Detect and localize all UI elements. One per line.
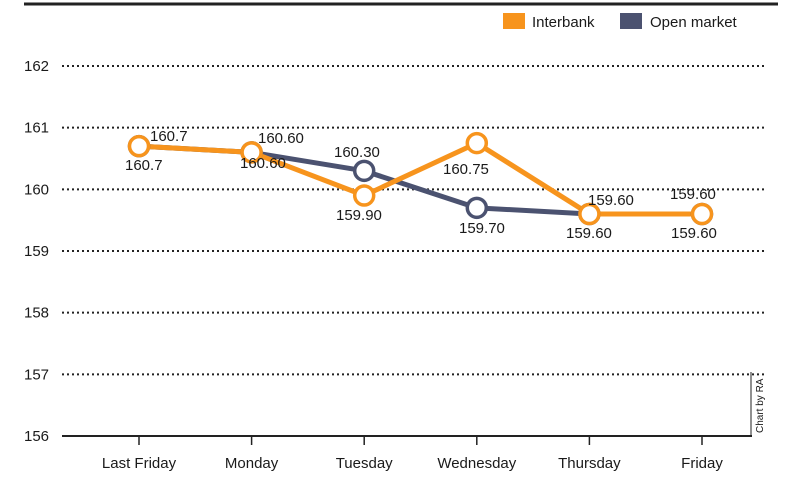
point-open-market bbox=[352, 159, 376, 183]
y-tick-label: 162 bbox=[24, 58, 49, 75]
data-label-interbank: 159.90 bbox=[336, 207, 382, 224]
x-tick-label: Last Friday bbox=[102, 455, 177, 472]
legend-swatch-interbank bbox=[503, 13, 525, 29]
data-label-interbank: 160.75 bbox=[443, 161, 489, 178]
y-tick-label: 158 bbox=[24, 305, 49, 322]
x-tick-label: Friday bbox=[681, 455, 723, 472]
y-tick-label: 159 bbox=[24, 243, 49, 260]
point-interbank bbox=[578, 202, 601, 226]
data-label-open-market: 159.70 bbox=[459, 220, 505, 237]
data-label-interbank: 159.60 bbox=[566, 225, 612, 242]
data-label-interbank: 160.7 bbox=[125, 157, 163, 174]
data-label-open-market: 160.7 bbox=[150, 128, 188, 145]
data-label-open-market: 159.60 bbox=[670, 186, 716, 203]
x-tick-label: Wednesday bbox=[437, 455, 516, 472]
point-interbank bbox=[352, 184, 376, 207]
credit: Chart by RA bbox=[750, 372, 766, 436]
data-label-interbank: 160.60 bbox=[240, 155, 286, 172]
y-tick-label: 161 bbox=[24, 120, 49, 137]
point-interbank bbox=[465, 131, 489, 155]
legend-label-open-market: Open market bbox=[650, 14, 738, 31]
data-label-open-market: 160.30 bbox=[334, 144, 380, 161]
point-interbank bbox=[240, 141, 263, 164]
data-label-open-market: 159.60 bbox=[588, 192, 634, 209]
y-tick-label: 156 bbox=[24, 428, 49, 445]
series-line-interbank bbox=[138, 140, 702, 217]
x-tick-label: Tuesday bbox=[336, 455, 393, 472]
x-tick-label: Thursday bbox=[558, 455, 621, 472]
data-label-interbank: 159.60 bbox=[671, 225, 717, 242]
x-tick-label: Monday bbox=[225, 455, 279, 472]
point-open-market bbox=[465, 196, 489, 220]
y-tick-label: 160 bbox=[24, 181, 49, 198]
data-label-open-market: 160.60 bbox=[258, 130, 304, 147]
credit-text: Chart by RA bbox=[755, 378, 766, 433]
legend-label-interbank: Interbank bbox=[532, 14, 595, 31]
y-tick-label: 157 bbox=[24, 366, 49, 383]
point-interbank bbox=[127, 134, 151, 158]
legend: Interbank Open market bbox=[503, 13, 738, 31]
point-interbank bbox=[690, 202, 714, 226]
legend-swatch-open-market bbox=[620, 13, 642, 29]
